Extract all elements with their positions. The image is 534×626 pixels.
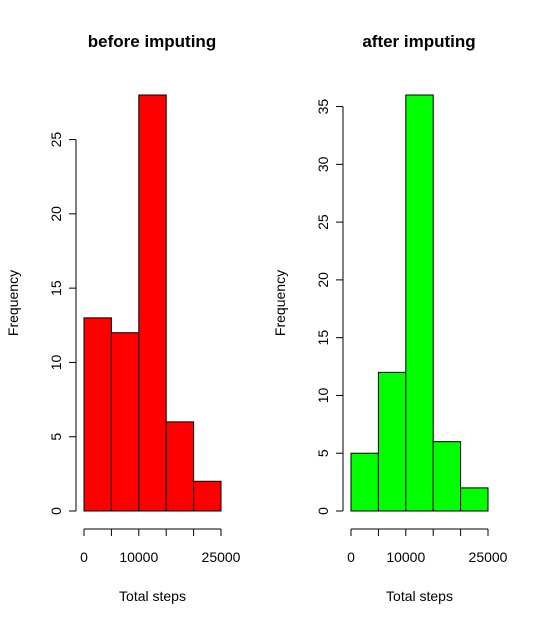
x-tick-label: 10000: [386, 549, 425, 565]
histogram-bar: [406, 95, 433, 511]
histogram-before-imputing: before imputing 0 5 10 15 20 25 0 10000 25000 Tota…: [5, 32, 241, 604]
histogram-bar: [194, 481, 221, 511]
x-axis-label: Total steps: [119, 588, 186, 604]
x-axis-label: Total steps: [386, 588, 453, 604]
histogram-bar: [166, 422, 193, 511]
y-tick-label: 15: [48, 280, 64, 296]
y-tick-label: 15: [315, 330, 331, 346]
histogram-bar: [139, 95, 166, 511]
histogram-after-imputing: after imputing 0 5 10 15 20 25 30 35 0 10000 25000 T…: [272, 32, 508, 604]
histogram-bar: [84, 318, 111, 511]
x-tick-label: 25000: [202, 549, 241, 565]
y-tick-label: 10: [315, 387, 331, 403]
histogram-bar: [111, 333, 138, 511]
y-tick-label: 35: [315, 99, 331, 115]
histogram-bar: [461, 488, 488, 511]
histogram-bar: [378, 372, 405, 511]
y-tick-label: 0: [315, 507, 331, 515]
histogram-bar: [433, 442, 460, 511]
y-tick-label: 20: [48, 206, 64, 222]
x-tick-label: 0: [347, 549, 355, 565]
histogram-bar: [351, 453, 378, 511]
y-tick-label: 5: [48, 433, 64, 441]
y-tick-label: 25: [48, 132, 64, 148]
y-tick-label: 5: [315, 449, 331, 457]
x-tick-label: 0: [80, 549, 88, 565]
y-tick-label: 10: [48, 354, 64, 370]
chart-title: after imputing: [362, 32, 475, 51]
y-tick-label: 30: [315, 156, 331, 172]
y-axis-label: Frequency: [5, 270, 21, 336]
x-tick-label: 25000: [469, 549, 508, 565]
y-tick-label: 0: [48, 507, 64, 515]
x-tick-label: 10000: [119, 549, 158, 565]
y-tick-label: 20: [315, 272, 331, 288]
y-axis-label: Frequency: [272, 270, 288, 336]
y-tick-label: 25: [315, 214, 331, 230]
chart-title: before imputing: [88, 32, 216, 51]
